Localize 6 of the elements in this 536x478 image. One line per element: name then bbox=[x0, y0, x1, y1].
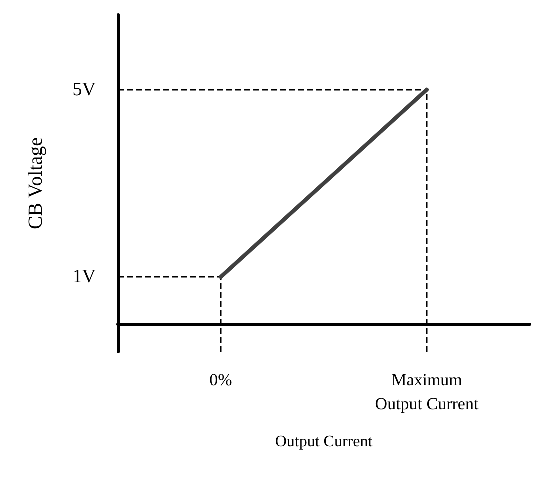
y-axis-title: CB Voltage bbox=[25, 137, 47, 230]
x-tick-label: Maximum Output Current bbox=[375, 370, 479, 414]
x-axis-title: Output Current bbox=[275, 434, 374, 450]
y-tick-label: 1V bbox=[72, 266, 96, 288]
x-tick-label: 0% bbox=[210, 370, 232, 390]
y-tick-label: 5V bbox=[72, 79, 96, 100]
